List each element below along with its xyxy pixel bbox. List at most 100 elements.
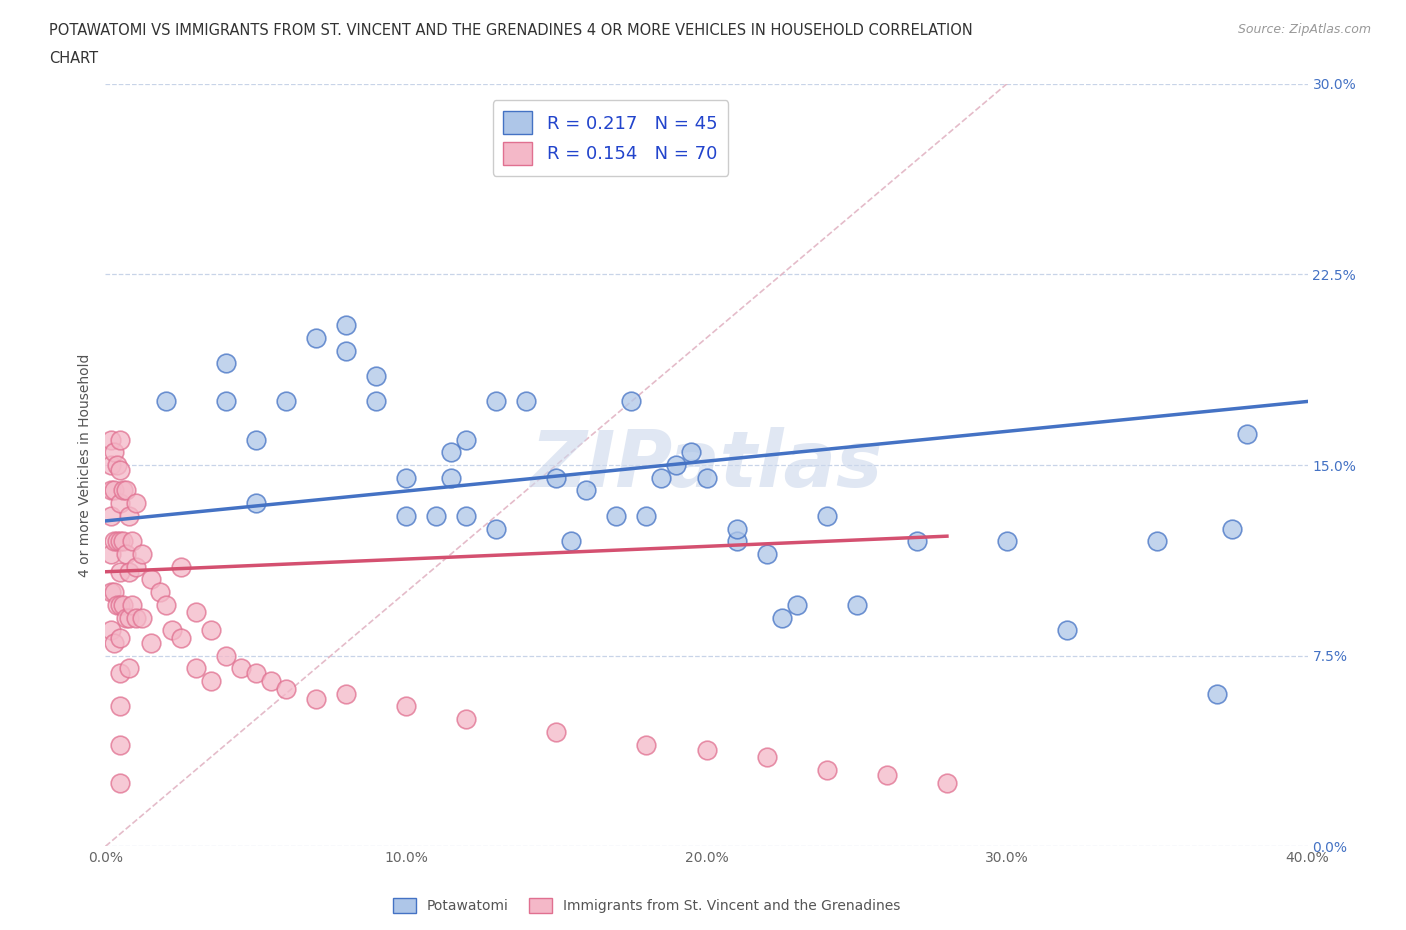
Point	[440, 445, 463, 459]
Point	[560, 534, 582, 549]
Point	[110, 496, 132, 511]
Point	[148, 585, 170, 600]
Point	[131, 610, 153, 625]
Point	[1056, 623, 1078, 638]
Point	[620, 394, 643, 409]
Point	[139, 635, 162, 650]
Point	[118, 610, 141, 625]
Point	[112, 483, 135, 498]
Point	[110, 534, 132, 549]
Text: Source: ZipAtlas.com: Source: ZipAtlas.com	[1237, 23, 1371, 36]
Point	[696, 471, 718, 485]
Point	[131, 547, 153, 562]
Point	[425, 509, 447, 524]
Point	[229, 661, 252, 676]
Point	[118, 565, 141, 579]
Point	[395, 699, 418, 714]
Point	[115, 610, 138, 625]
Point	[845, 597, 868, 612]
Point	[184, 661, 207, 676]
Point	[485, 394, 508, 409]
Point	[118, 509, 141, 524]
Point	[546, 471, 568, 485]
Point	[245, 432, 267, 447]
Point	[115, 483, 138, 498]
Point	[184, 605, 207, 620]
Point	[110, 631, 132, 645]
Point	[305, 691, 328, 706]
Point	[155, 394, 177, 409]
Point	[100, 547, 122, 562]
Point	[274, 682, 297, 697]
Point	[815, 763, 838, 777]
Point	[155, 597, 177, 612]
Point	[755, 547, 778, 562]
Point	[636, 737, 658, 752]
Point	[110, 737, 132, 752]
Point	[200, 623, 222, 638]
Point	[755, 750, 778, 764]
Point	[515, 394, 537, 409]
Point	[110, 776, 132, 790]
Point	[100, 458, 122, 472]
Point	[214, 648, 236, 663]
Point	[245, 666, 267, 681]
Text: POTAWATOMI VS IMMIGRANTS FROM ST. VINCENT AND THE GRENADINES 4 OR MORE VEHICLES : POTAWATOMI VS IMMIGRANTS FROM ST. VINCEN…	[49, 23, 973, 38]
Point	[100, 585, 122, 600]
Point	[245, 496, 267, 511]
Point	[107, 534, 129, 549]
Point	[815, 509, 838, 524]
Point	[103, 445, 125, 459]
Point	[696, 742, 718, 757]
Point	[786, 597, 808, 612]
Point	[605, 509, 627, 524]
Point	[364, 368, 387, 383]
Y-axis label: 4 or more Vehicles in Household: 4 or more Vehicles in Household	[79, 353, 93, 577]
Point	[103, 534, 125, 549]
Point	[107, 458, 129, 472]
Point	[575, 483, 598, 498]
Legend: R = 0.217   N = 45, R = 0.154   N = 70: R = 0.217 N = 45, R = 0.154 N = 70	[492, 100, 728, 176]
Point	[305, 330, 328, 345]
Point	[1236, 427, 1258, 442]
Point	[110, 432, 132, 447]
Point	[485, 521, 508, 536]
Point	[1206, 686, 1229, 701]
Point	[160, 623, 183, 638]
Point	[335, 318, 357, 333]
Point	[100, 483, 122, 498]
Point	[1222, 521, 1244, 536]
Point	[681, 445, 703, 459]
Point	[121, 534, 143, 549]
Point	[110, 666, 132, 681]
Point	[169, 631, 191, 645]
Point	[725, 521, 748, 536]
Point	[112, 597, 135, 612]
Point	[395, 471, 418, 485]
Point	[454, 432, 477, 447]
Point	[200, 673, 222, 688]
Point	[665, 458, 688, 472]
Point	[139, 572, 162, 587]
Point	[103, 483, 125, 498]
Point	[214, 356, 236, 371]
Point	[214, 394, 236, 409]
Point	[335, 686, 357, 701]
Point	[103, 635, 125, 650]
Point	[121, 597, 143, 612]
Point	[395, 509, 418, 524]
Point	[100, 623, 122, 638]
Legend: Potawatomi, Immigrants from St. Vincent and the Grenadines: Potawatomi, Immigrants from St. Vincent …	[388, 892, 905, 919]
Point	[440, 471, 463, 485]
Point	[100, 509, 122, 524]
Point	[118, 661, 141, 676]
Point	[110, 597, 132, 612]
Point	[335, 343, 357, 358]
Point	[110, 462, 132, 477]
Point	[260, 673, 283, 688]
Point	[112, 534, 135, 549]
Point	[905, 534, 928, 549]
Point	[103, 585, 125, 600]
Point	[115, 547, 138, 562]
Point	[124, 496, 146, 511]
